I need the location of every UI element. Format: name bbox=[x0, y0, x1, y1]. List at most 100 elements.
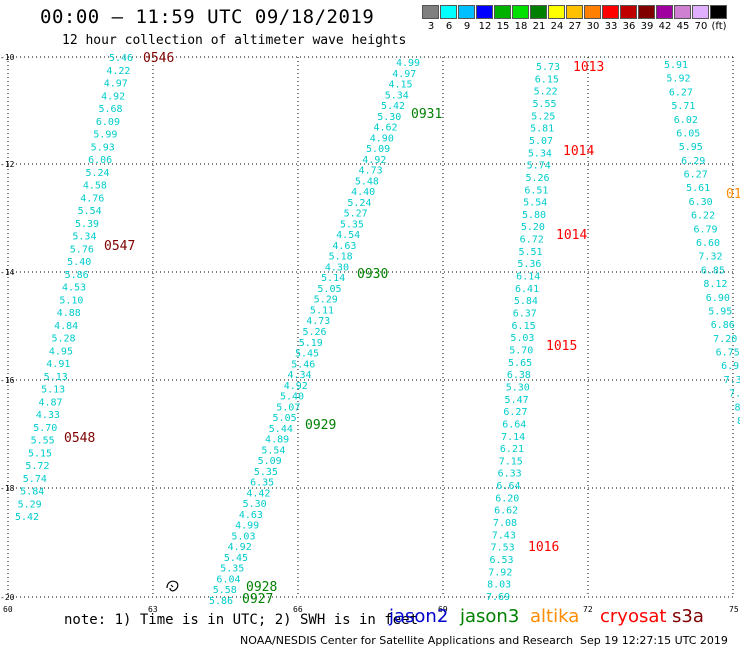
pass-time-label: 1014 bbox=[556, 228, 587, 243]
wave-height-value: 5.74 bbox=[23, 474, 47, 485]
wave-height-value: 5.30 bbox=[243, 499, 267, 510]
legend-swatch bbox=[638, 5, 655, 19]
legend-swatch bbox=[422, 5, 439, 19]
wave-height-value: 5.86 bbox=[65, 270, 89, 281]
wave-height-value: 4.63 bbox=[332, 241, 356, 252]
wave-height-value: 7.32 bbox=[698, 252, 722, 263]
wave-height-value: 4.58 bbox=[83, 181, 107, 192]
wave-height-value: 6.85 bbox=[701, 265, 725, 276]
legend-label: (ft) bbox=[711, 21, 727, 32]
legend-swatch bbox=[674, 5, 691, 19]
pass-time-label: 1016 bbox=[528, 540, 559, 555]
wave-height-value: 5.84 bbox=[514, 296, 538, 307]
wave-height-value: 6.38 bbox=[507, 370, 531, 381]
wave-height-value: 5.68 bbox=[99, 104, 123, 115]
wave-height-value: 7.3 bbox=[724, 375, 740, 386]
wave-height-value: 7. bbox=[729, 389, 740, 400]
wave-height-value: 5.14 bbox=[321, 273, 345, 284]
legend-swatch bbox=[512, 5, 529, 19]
pass-time-label: 0930 bbox=[357, 267, 388, 282]
wave-height-value: 5.39 bbox=[75, 219, 99, 230]
wave-height-value: 5.40 bbox=[280, 392, 304, 403]
wave-height-value: 4.33 bbox=[36, 410, 60, 421]
wave-height-value: 5.76 bbox=[70, 244, 94, 255]
footnote: note: 1) Time is in UTC; 2) SWH is in fe… bbox=[64, 612, 419, 628]
legend-label: 12 bbox=[478, 21, 492, 32]
lon-tick-label: 69 bbox=[438, 605, 448, 614]
wave-height-value: 4.15 bbox=[388, 80, 412, 91]
wave-height-value: 5.13 bbox=[41, 385, 65, 396]
wave-height-value: 5.30 bbox=[506, 382, 530, 393]
legend-label: 70 bbox=[694, 21, 708, 32]
wave-height-value: 4.84 bbox=[54, 321, 78, 332]
wave-height-value: 7.43 bbox=[492, 530, 516, 541]
wave-height-value: 5.05 bbox=[273, 413, 297, 424]
wave-height-value: 5.42 bbox=[15, 512, 39, 523]
legend-altika: altika bbox=[530, 606, 580, 627]
wave-height-value: 6.14 bbox=[516, 272, 540, 283]
legend-s3a: s3a bbox=[672, 606, 704, 627]
pass-time-label: 0931 bbox=[411, 107, 442, 122]
legend-swatch bbox=[566, 5, 583, 19]
wave-height-value: 5.11 bbox=[310, 305, 334, 316]
wave-height-value: 6.09 bbox=[96, 117, 120, 128]
wave-height-value: 7.15 bbox=[499, 456, 523, 467]
wave-height-value: 8.12 bbox=[703, 279, 727, 290]
wave-height-value: 6.20 bbox=[495, 493, 519, 504]
wave-height-value: 5.07 bbox=[529, 136, 553, 147]
wave-height-value: 5.45 bbox=[295, 349, 319, 360]
wave-height-value: 8 bbox=[737, 416, 740, 427]
wave-height-value: 6.41 bbox=[515, 284, 539, 295]
wave-height-value: 5.46 bbox=[291, 359, 315, 370]
wave-height-value: 6.15 bbox=[535, 74, 559, 85]
wave-height-value: 5.35 bbox=[254, 467, 278, 478]
wave-height-value: 5.71 bbox=[671, 101, 695, 112]
wave-height-value: 5.80 bbox=[522, 210, 546, 221]
legend-label: 6 bbox=[445, 21, 453, 32]
legend-label: 36 bbox=[622, 21, 636, 32]
legend-label: 45 bbox=[676, 21, 690, 32]
page-title: 00:00 – 11:59 UTC 09/18/2019 bbox=[40, 6, 375, 28]
legend-swatch bbox=[656, 5, 673, 19]
wave-height-value: 5.70 bbox=[33, 423, 57, 434]
wave-height-value: 5.44 bbox=[269, 424, 293, 435]
wave-height-value: 5.29 bbox=[314, 295, 338, 306]
wave-height-value: 6.27 bbox=[503, 407, 527, 418]
legend-jason2: jason2 bbox=[389, 606, 449, 627]
wave-height-value: 7.14 bbox=[501, 432, 525, 443]
wave-height-value: 5.26 bbox=[302, 327, 326, 338]
wave-height-value: 5.34 bbox=[385, 90, 409, 101]
island-outline bbox=[166, 580, 179, 592]
wave-height-value: 5.54 bbox=[523, 198, 547, 209]
legend-swatch bbox=[458, 5, 475, 19]
wave-height-value: 6.33 bbox=[498, 469, 522, 480]
wave-height-value: 5.03 bbox=[231, 531, 255, 542]
wave-height-value: 4.87 bbox=[38, 397, 62, 408]
wave-height-value: 4.22 bbox=[106, 66, 130, 77]
wave-height-value: 5.47 bbox=[505, 395, 529, 406]
pass-time-label: 0547 bbox=[104, 239, 135, 254]
legend-swatch bbox=[620, 5, 637, 19]
wave-height-value: 5.15 bbox=[28, 448, 52, 459]
wave-height-value: 5.09 bbox=[366, 144, 390, 155]
wave-height-value: 8 bbox=[735, 402, 740, 413]
legend-swatch bbox=[710, 5, 727, 19]
wave-height-value: 5.70 bbox=[509, 345, 533, 356]
wave-height-value: 5.10 bbox=[59, 295, 83, 306]
wave-height-value: 5.81 bbox=[530, 124, 554, 135]
pass-time-label: 0927 bbox=[242, 592, 273, 607]
wave-height-value: 5.05 bbox=[317, 284, 341, 295]
wave-height-value: 4.73 bbox=[359, 166, 383, 177]
page-subtitle: 12 hour collection of altimeter wave hei… bbox=[62, 33, 407, 48]
wave-height-value: 7.69 bbox=[486, 592, 510, 603]
wave-height-value: 6.53 bbox=[489, 555, 513, 566]
lat-tick-label: -10 bbox=[0, 53, 15, 62]
wave-height-value: 5.46 bbox=[109, 53, 133, 64]
wave-height-value: 6.30 bbox=[689, 197, 713, 208]
wave-height-value: 4.34 bbox=[287, 370, 311, 381]
wave-height-value: 6.22 bbox=[691, 211, 715, 222]
credit-line: NOAA/NESDIS Center for Satellite Applica… bbox=[240, 634, 574, 647]
legend-jason3: jason3 bbox=[460, 606, 520, 627]
legend-cryosat: cryosat bbox=[600, 606, 667, 627]
lon-tick-label: 72 bbox=[583, 605, 593, 614]
